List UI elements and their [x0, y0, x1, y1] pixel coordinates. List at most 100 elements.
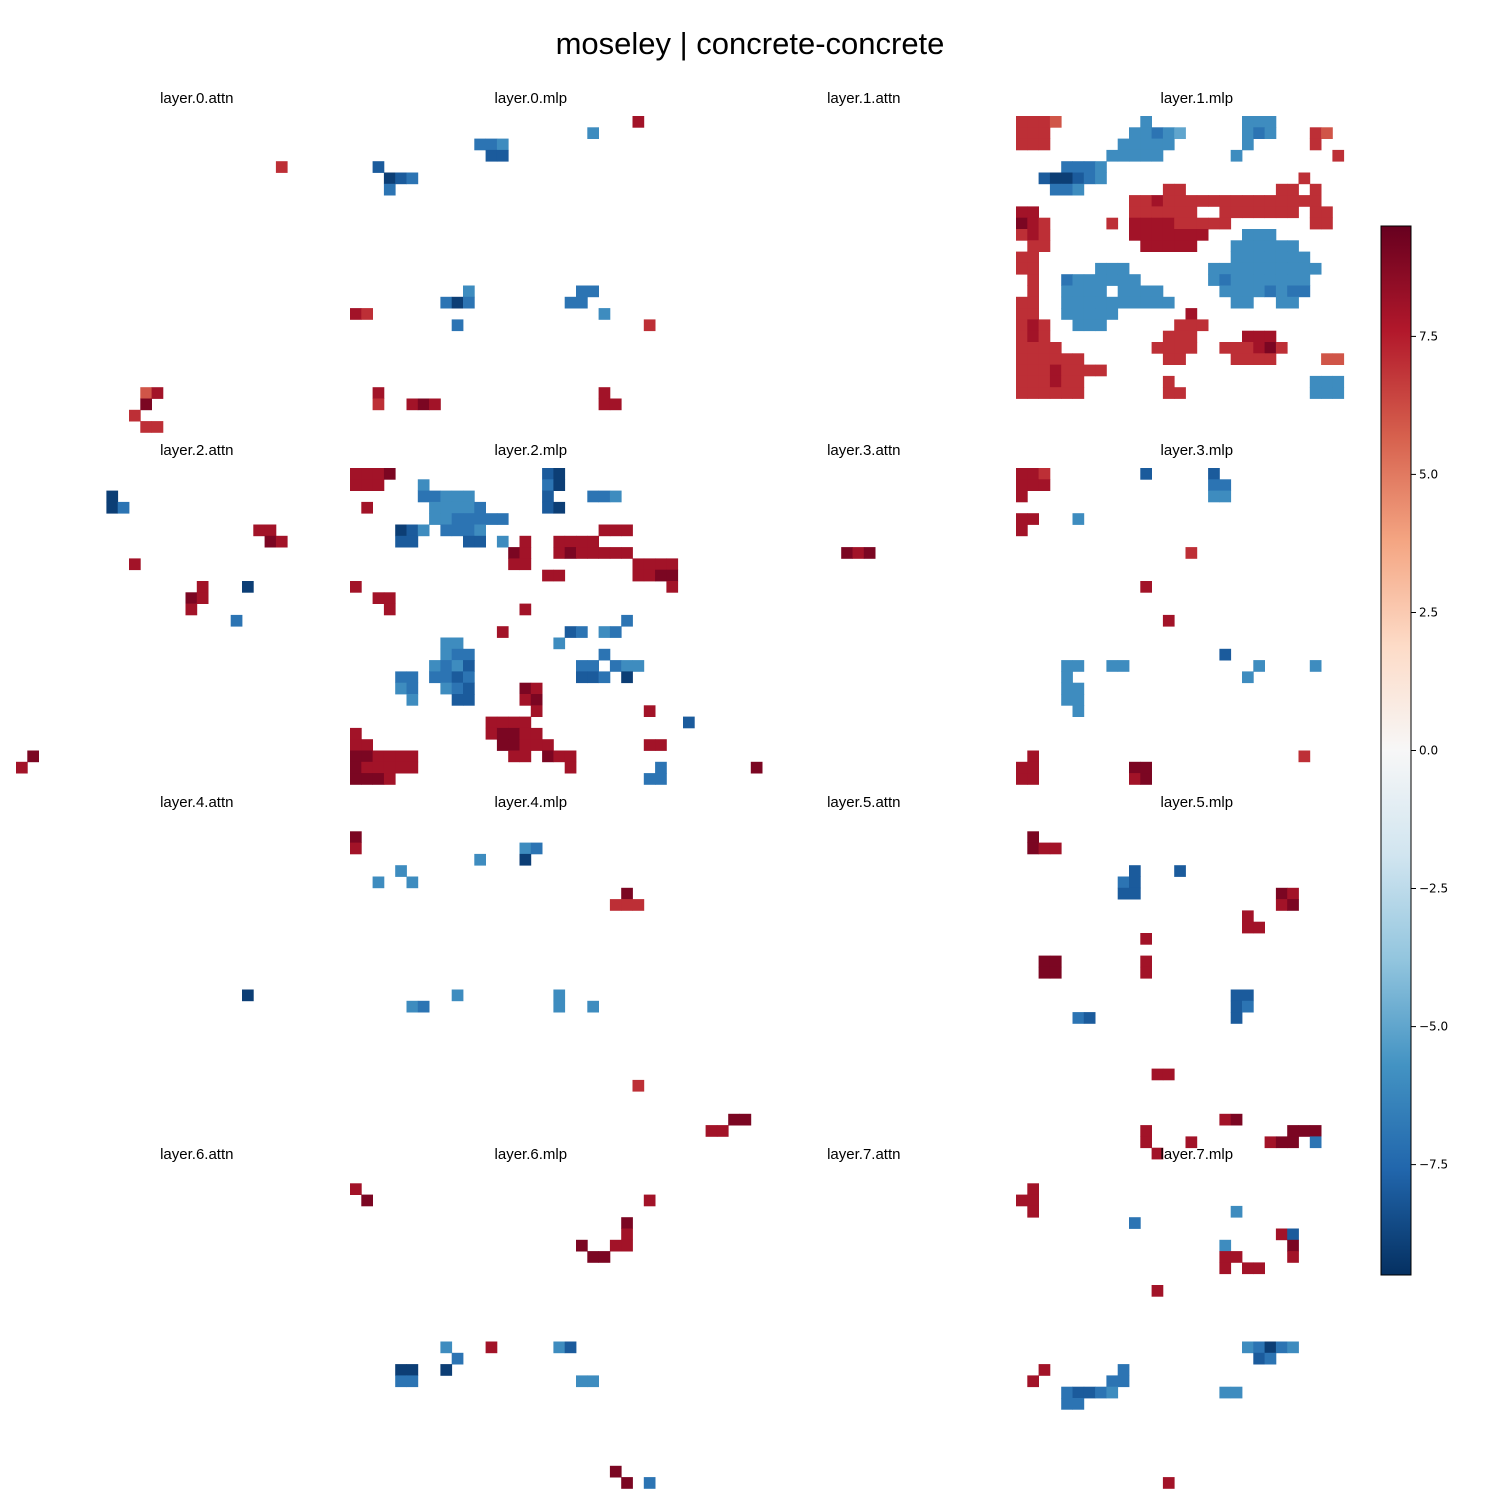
heatmap-cell — [1230, 149, 1243, 162]
heatmap-panel: layer.0.attn — [129, 90, 288, 433]
heatmap-cell — [1287, 296, 1299, 309]
heatmap-cell — [1140, 229, 1152, 241]
panel-title: layer.2.attn — [160, 442, 233, 459]
heatmap-cell — [406, 750, 419, 763]
heatmap-cell — [1151, 296, 1164, 309]
heatmap-cell — [530, 842, 543, 855]
heatmap-cell — [553, 468, 566, 480]
panel-title: layer.4.mlp — [495, 794, 568, 811]
heatmap-panel: layer.7.attn — [827, 1146, 900, 1163]
heatmap-cell — [1242, 116, 1254, 128]
heatmap-cell — [1027, 285, 1039, 298]
heatmap-cell — [1309, 375, 1322, 388]
heatmap-cell — [666, 558, 679, 571]
heatmap-cell — [1061, 285, 1073, 298]
heatmap-cell — [1275, 1228, 1288, 1241]
colorbar-tick-label: 7.5 — [1419, 329, 1438, 343]
heatmap-cell — [1095, 308, 1107, 320]
heatmap-cell — [361, 761, 373, 774]
heatmap-cell — [361, 501, 373, 514]
heatmap-cell — [1298, 262, 1311, 275]
heatmap-cell — [587, 490, 599, 503]
heatmap-cell — [519, 694, 532, 706]
panel-title: layer.6.attn — [160, 1146, 233, 1163]
heatmap-cell — [508, 739, 520, 751]
heatmap-cell — [440, 524, 453, 537]
heatmap-cell — [1174, 195, 1186, 207]
heatmap-cell — [1162, 240, 1175, 252]
heatmap-cell — [1072, 387, 1085, 399]
heatmap-cell — [1129, 127, 1141, 139]
heatmap-cell — [1140, 933, 1152, 945]
heatmap-cell — [496, 626, 509, 638]
heatmap-cell — [1162, 614, 1175, 627]
heatmap-cell — [1196, 195, 1209, 207]
heatmap-cell — [1162, 387, 1175, 399]
heatmap-cell — [1185, 1136, 1198, 1149]
heatmap-cell — [564, 535, 577, 548]
heatmap-cell — [1230, 206, 1243, 219]
heatmap-cell — [1129, 1217, 1141, 1229]
heatmap-cell — [1242, 285, 1254, 298]
colorbar-tick-label: −7.5 — [1419, 1158, 1448, 1172]
heatmap-cell — [485, 727, 498, 740]
heatmap-cell — [1151, 1068, 1164, 1081]
heatmap-cell — [1016, 490, 1028, 503]
heatmap-cell — [1038, 229, 1051, 241]
heatmap-panel: layer.6.mlp — [350, 1146, 656, 1489]
heatmap-cell — [1072, 285, 1085, 298]
heatmap-cell — [643, 773, 656, 785]
heatmap-cell — [1049, 172, 1062, 185]
heatmap-cell — [1106, 296, 1119, 309]
heatmap-cell — [474, 513, 486, 525]
heatmap-cell — [361, 308, 373, 320]
heatmap-cell — [474, 535, 486, 548]
heatmap-cell — [463, 694, 475, 706]
heatmap-cell — [508, 558, 520, 571]
heatmap-cell — [508, 716, 520, 729]
heatmap-cell — [621, 547, 633, 559]
heatmap-cell — [542, 468, 554, 480]
heatmap-cell — [1072, 172, 1085, 185]
heatmap-cell — [1264, 1136, 1277, 1149]
heatmap-cell — [1061, 296, 1073, 309]
heatmap-panel: layer.4.attn — [160, 794, 254, 1002]
heatmap-cell — [417, 1000, 430, 1013]
heatmap-cell — [1332, 387, 1345, 399]
heatmap-cell — [1140, 116, 1152, 128]
heatmap-cell — [1061, 671, 1073, 684]
heatmap-cell — [553, 535, 566, 548]
heatmap-cell — [1174, 206, 1186, 219]
heatmap-cell — [1027, 761, 1039, 774]
heatmap-cell — [1140, 127, 1152, 139]
heatmap-cell — [1016, 127, 1028, 139]
heatmap-cell — [1264, 342, 1277, 354]
heatmap-cell — [451, 490, 464, 503]
heatmap-cell — [151, 387, 164, 399]
heatmap-cell — [417, 490, 430, 503]
heatmap-cell — [1253, 330, 1265, 343]
heatmap-cell — [576, 660, 588, 672]
heatmap-cell — [406, 694, 419, 706]
heatmap-cell — [350, 761, 362, 774]
heatmap-cell — [576, 547, 588, 559]
heatmap-cell — [1275, 1136, 1288, 1149]
heatmap-cell — [519, 558, 532, 571]
heatmap-cell — [253, 524, 265, 537]
heatmap-cell — [395, 671, 407, 684]
heatmap-cell — [530, 694, 543, 706]
heatmap-cell — [350, 581, 362, 593]
panel-title: layer.5.attn — [827, 794, 900, 811]
heatmap-cell — [519, 750, 532, 763]
heatmap-cell — [1219, 648, 1232, 661]
heatmap-cell — [372, 750, 385, 763]
heatmap-cell — [632, 569, 645, 582]
heatmap-cell — [1027, 364, 1039, 377]
heatmap-cell — [1129, 206, 1141, 219]
heatmap-cell — [151, 421, 164, 433]
heatmap-cell — [1287, 1239, 1299, 1252]
heatmap-cell — [1230, 342, 1243, 354]
heatmap-cell — [643, 705, 656, 717]
heatmap-cell — [372, 398, 385, 411]
heatmap-cell — [440, 660, 453, 672]
